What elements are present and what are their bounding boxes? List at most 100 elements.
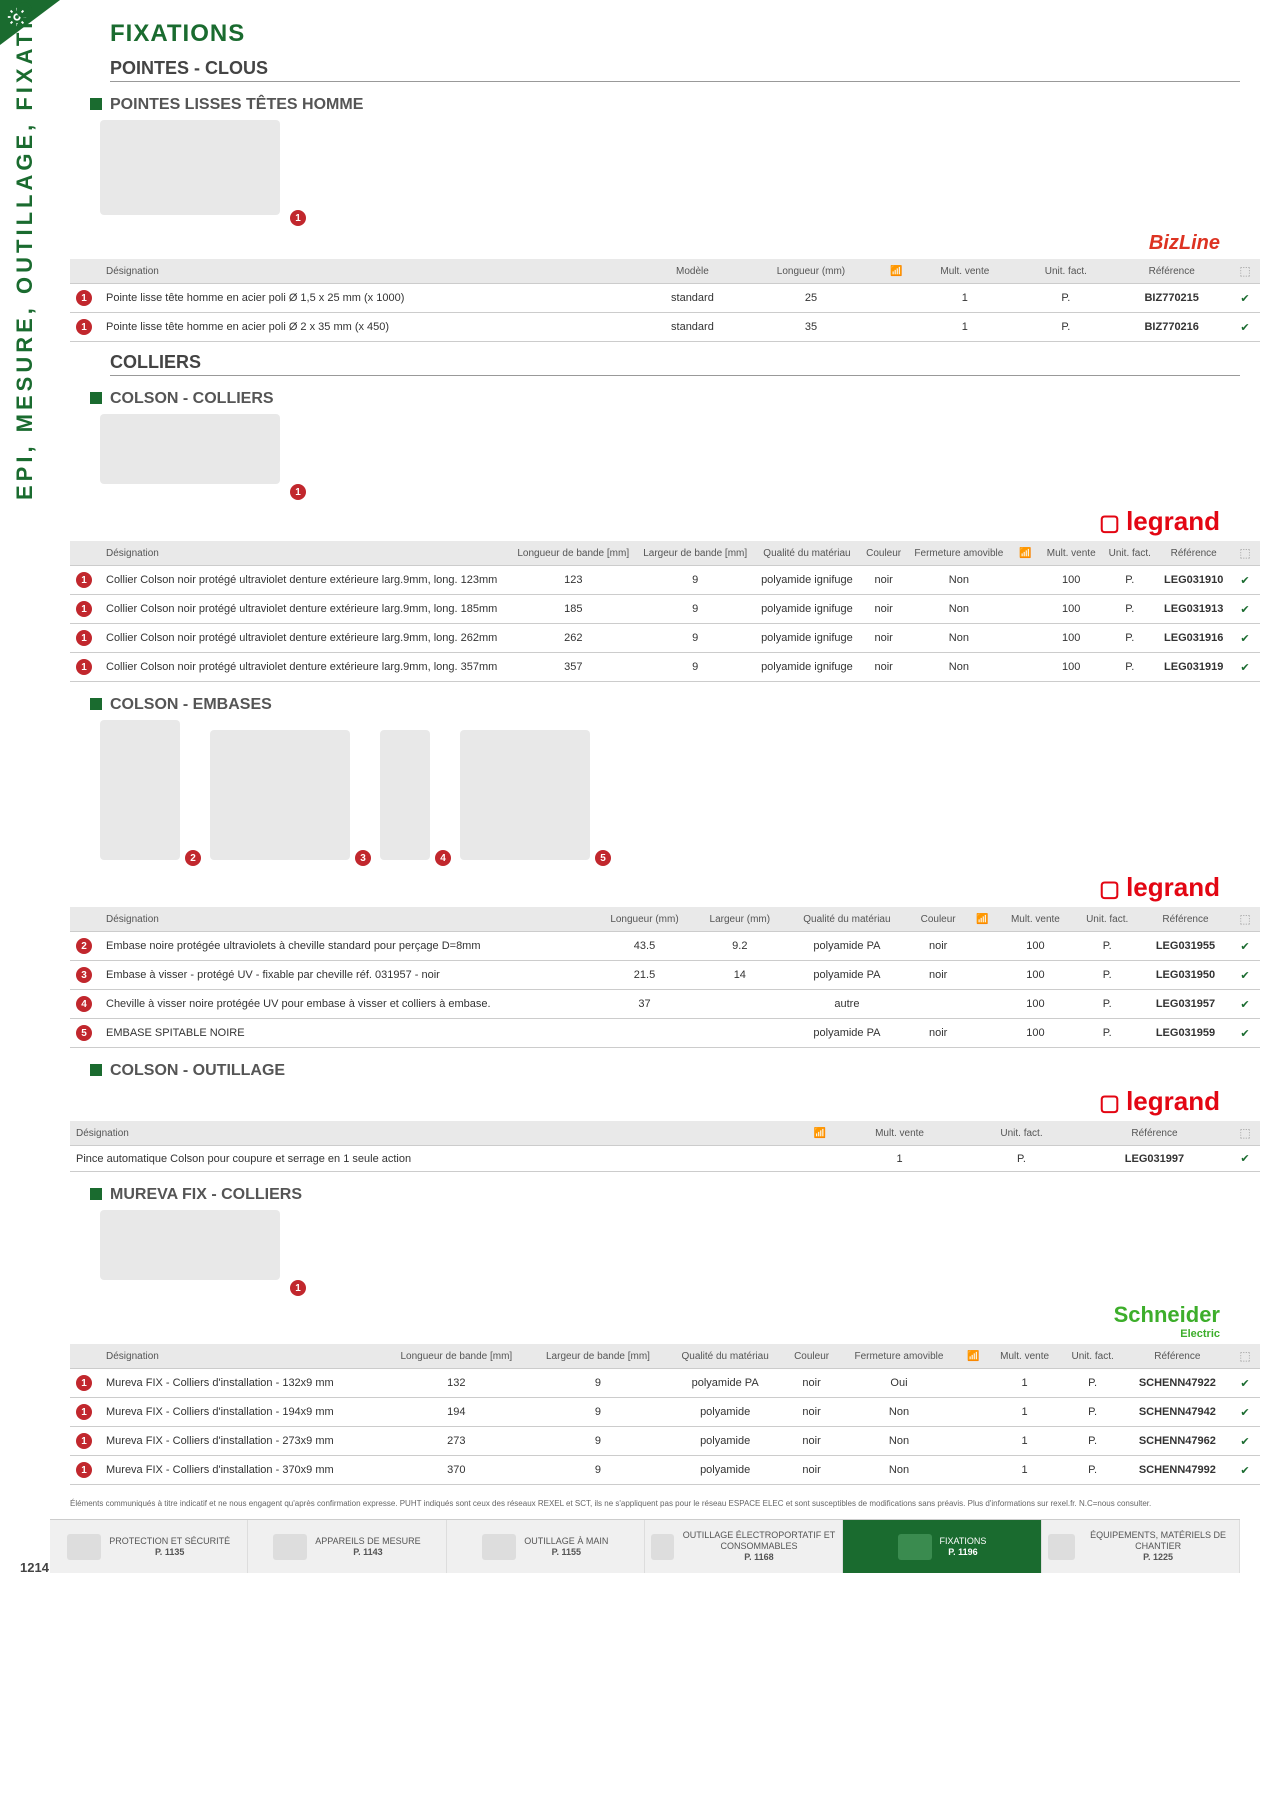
table-cell <box>594 1019 694 1048</box>
mv-col-col: Couleur <box>784 1344 840 1369</box>
table-cell: 357 <box>510 653 636 682</box>
table-cell: Non <box>908 624 1011 653</box>
table-cell: 25 <box>741 284 882 313</box>
table-cell: 123 <box>510 566 636 595</box>
stock-icon: ⬚ <box>1239 546 1250 560</box>
table-cell: ✔ <box>1230 932 1260 961</box>
table-cell: noir <box>784 1398 840 1427</box>
table-cell: polyamide PA <box>666 1369 783 1398</box>
table-row: 1Mureva FIX - Colliers d'installation - … <box>70 1456 1260 1485</box>
table-cell: noir <box>860 595 908 624</box>
table-cell <box>967 1019 997 1048</box>
wifi-icon: 📶 <box>1019 548 1031 559</box>
product-title-colson-embases: COLSON - EMBASES <box>90 696 1240 714</box>
col-unit: Unit. fact. <box>1018 259 1113 284</box>
brand-schneider-main: Schneider <box>1114 1302 1220 1327</box>
product-image-4 <box>380 730 430 860</box>
table-cell: polyamide PA <box>785 961 909 990</box>
table-cell: 100 <box>1040 624 1102 653</box>
table-row: 1Pointe lisse tête homme en acier poli Ø… <box>70 313 1260 342</box>
product-image-3 <box>210 730 350 860</box>
table-cell: Embase à visser - protégé UV - fixable p… <box>100 961 594 990</box>
table-cell <box>967 932 997 961</box>
row-num-badge: 1 <box>76 1462 92 1478</box>
table-cell: ✔ <box>1230 990 1260 1019</box>
table-row: 4Cheville à visser noire protégée UV pou… <box>70 990 1260 1019</box>
brand-schneider-sub: Electric <box>1114 1328 1220 1340</box>
ce-col-larg: Largeur (mm) <box>695 907 785 932</box>
image-badge-1c: 1 <box>290 1280 306 1296</box>
table-row: 1Mureva FIX - Colliers d'installation - … <box>70 1369 1260 1398</box>
section-title-colliers: COLLIERS <box>110 352 1240 376</box>
stock-icon: ⬚ <box>1239 912 1250 926</box>
row-num-badge: 1 <box>76 630 92 646</box>
product-image-mureva-tie <box>100 1210 280 1280</box>
table-cell: 14 <box>695 961 785 990</box>
table-cell <box>967 961 997 990</box>
table-row: 2Embase noire protégée ultraviolets à ch… <box>70 932 1260 961</box>
cc-col-des: Désignation <box>100 541 510 566</box>
table-cell: noir <box>909 1019 968 1048</box>
cc-col-mult: Mult. vente <box>1040 541 1102 566</box>
table-cell <box>959 1456 989 1485</box>
cc-col-lb: Longueur de bande [mm] <box>510 541 636 566</box>
table-cell: 1 <box>989 1369 1061 1398</box>
ce-col-des: Désignation <box>100 907 594 932</box>
footer-nav-cell[interactable]: PROTECTION ET SÉCURITÉP. 1135 <box>50 1520 248 1572</box>
table-cell: 9 <box>529 1427 666 1456</box>
footer-nav-text: FIXATIONSP. 1196 <box>940 1536 987 1558</box>
footer-nav-cell[interactable]: FIXATIONSP. 1196 <box>843 1520 1041 1572</box>
stock-icon: ⬚ <box>1239 1349 1250 1363</box>
table-cell: 21.5 <box>594 961 694 990</box>
row-num-badge: 1 <box>76 1404 92 1420</box>
table-row: 1Mureva FIX - Colliers d'installation - … <box>70 1427 1260 1456</box>
image-badge-4: 4 <box>435 850 451 866</box>
table-cell: P. <box>1102 653 1157 682</box>
table-cell: noir <box>784 1369 840 1398</box>
table-cell: 185 <box>510 595 636 624</box>
category-title: FIXATIONS <box>110 20 1240 48</box>
cc-col-unit: Unit. fact. <box>1102 541 1157 566</box>
stock-icon: ⬚ <box>1239 1126 1250 1140</box>
table-cell: noir <box>784 1427 840 1456</box>
table-colson-embases: Désignation Longueur (mm) Largeur (mm) Q… <box>70 907 1260 1048</box>
table-cell: 1 <box>911 284 1018 313</box>
table-cell: polyamide PA <box>785 932 909 961</box>
wifi-icon: 📶 <box>976 914 988 925</box>
table-cell: SCHENN47962 <box>1125 1427 1230 1456</box>
table-row: 1Collier Colson noir protégé ultraviolet… <box>70 624 1260 653</box>
footer-nav-cell[interactable]: OUTILLAGE ÉLECTROPORTATIF ET CONSOMMABLE… <box>645 1520 843 1572</box>
table-cell: ✔ <box>1230 1427 1260 1456</box>
table-row: 1Mureva FIX - Colliers d'installation - … <box>70 1398 1260 1427</box>
footer-nav-cell[interactable]: ÉQUIPEMENTS, MATÉRIELS DE CHANTIERP. 122… <box>1042 1520 1240 1572</box>
row-num-cell: 4 <box>70 990 100 1019</box>
footer-nav-cell[interactable]: OUTILLAGE À MAINP. 1155 <box>447 1520 645 1572</box>
table-cell: P. <box>1073 1019 1141 1048</box>
table-cell: Pointe lisse tête homme en acier poli Ø … <box>100 284 644 313</box>
table-cell: noir <box>860 566 908 595</box>
table-cell: P. <box>1102 566 1157 595</box>
ce-col-long: Longueur (mm) <box>594 907 694 932</box>
table-cell: noir <box>860 624 908 653</box>
table-cell: Non <box>839 1398 958 1427</box>
table-cell: P. <box>1073 990 1141 1019</box>
co-col-mult: Mult. vente <box>835 1121 964 1146</box>
table-cell: 100 <box>1040 595 1102 624</box>
table-cell: SCHENN47922 <box>1125 1369 1230 1398</box>
table-row: 1Collier Colson noir protégé ultraviolet… <box>70 653 1260 682</box>
table-cell: polyamide <box>666 1456 783 1485</box>
table-cell: 9 <box>529 1369 666 1398</box>
table-cell: SCHENN47992 <box>1125 1456 1230 1485</box>
row-num-badge: 1 <box>76 1375 92 1391</box>
product-image-area-colson: 1 <box>90 414 1240 504</box>
row-num-badge: 5 <box>76 1025 92 1041</box>
table-cell: polyamide PA <box>785 1019 909 1048</box>
table-cell: P. <box>1061 1456 1125 1485</box>
table-cell: 1 <box>911 313 1018 342</box>
table-row: Pince automatique Colson pour coupure et… <box>70 1146 1260 1172</box>
table-cell <box>967 990 997 1019</box>
table-cell: ✔ <box>1230 961 1260 990</box>
footer-nav-cell[interactable]: APPAREILS DE MESUREP. 1143 <box>248 1520 446 1572</box>
table-cell: polyamide ignifuge <box>754 595 860 624</box>
table-cell: 100 <box>997 932 1073 961</box>
